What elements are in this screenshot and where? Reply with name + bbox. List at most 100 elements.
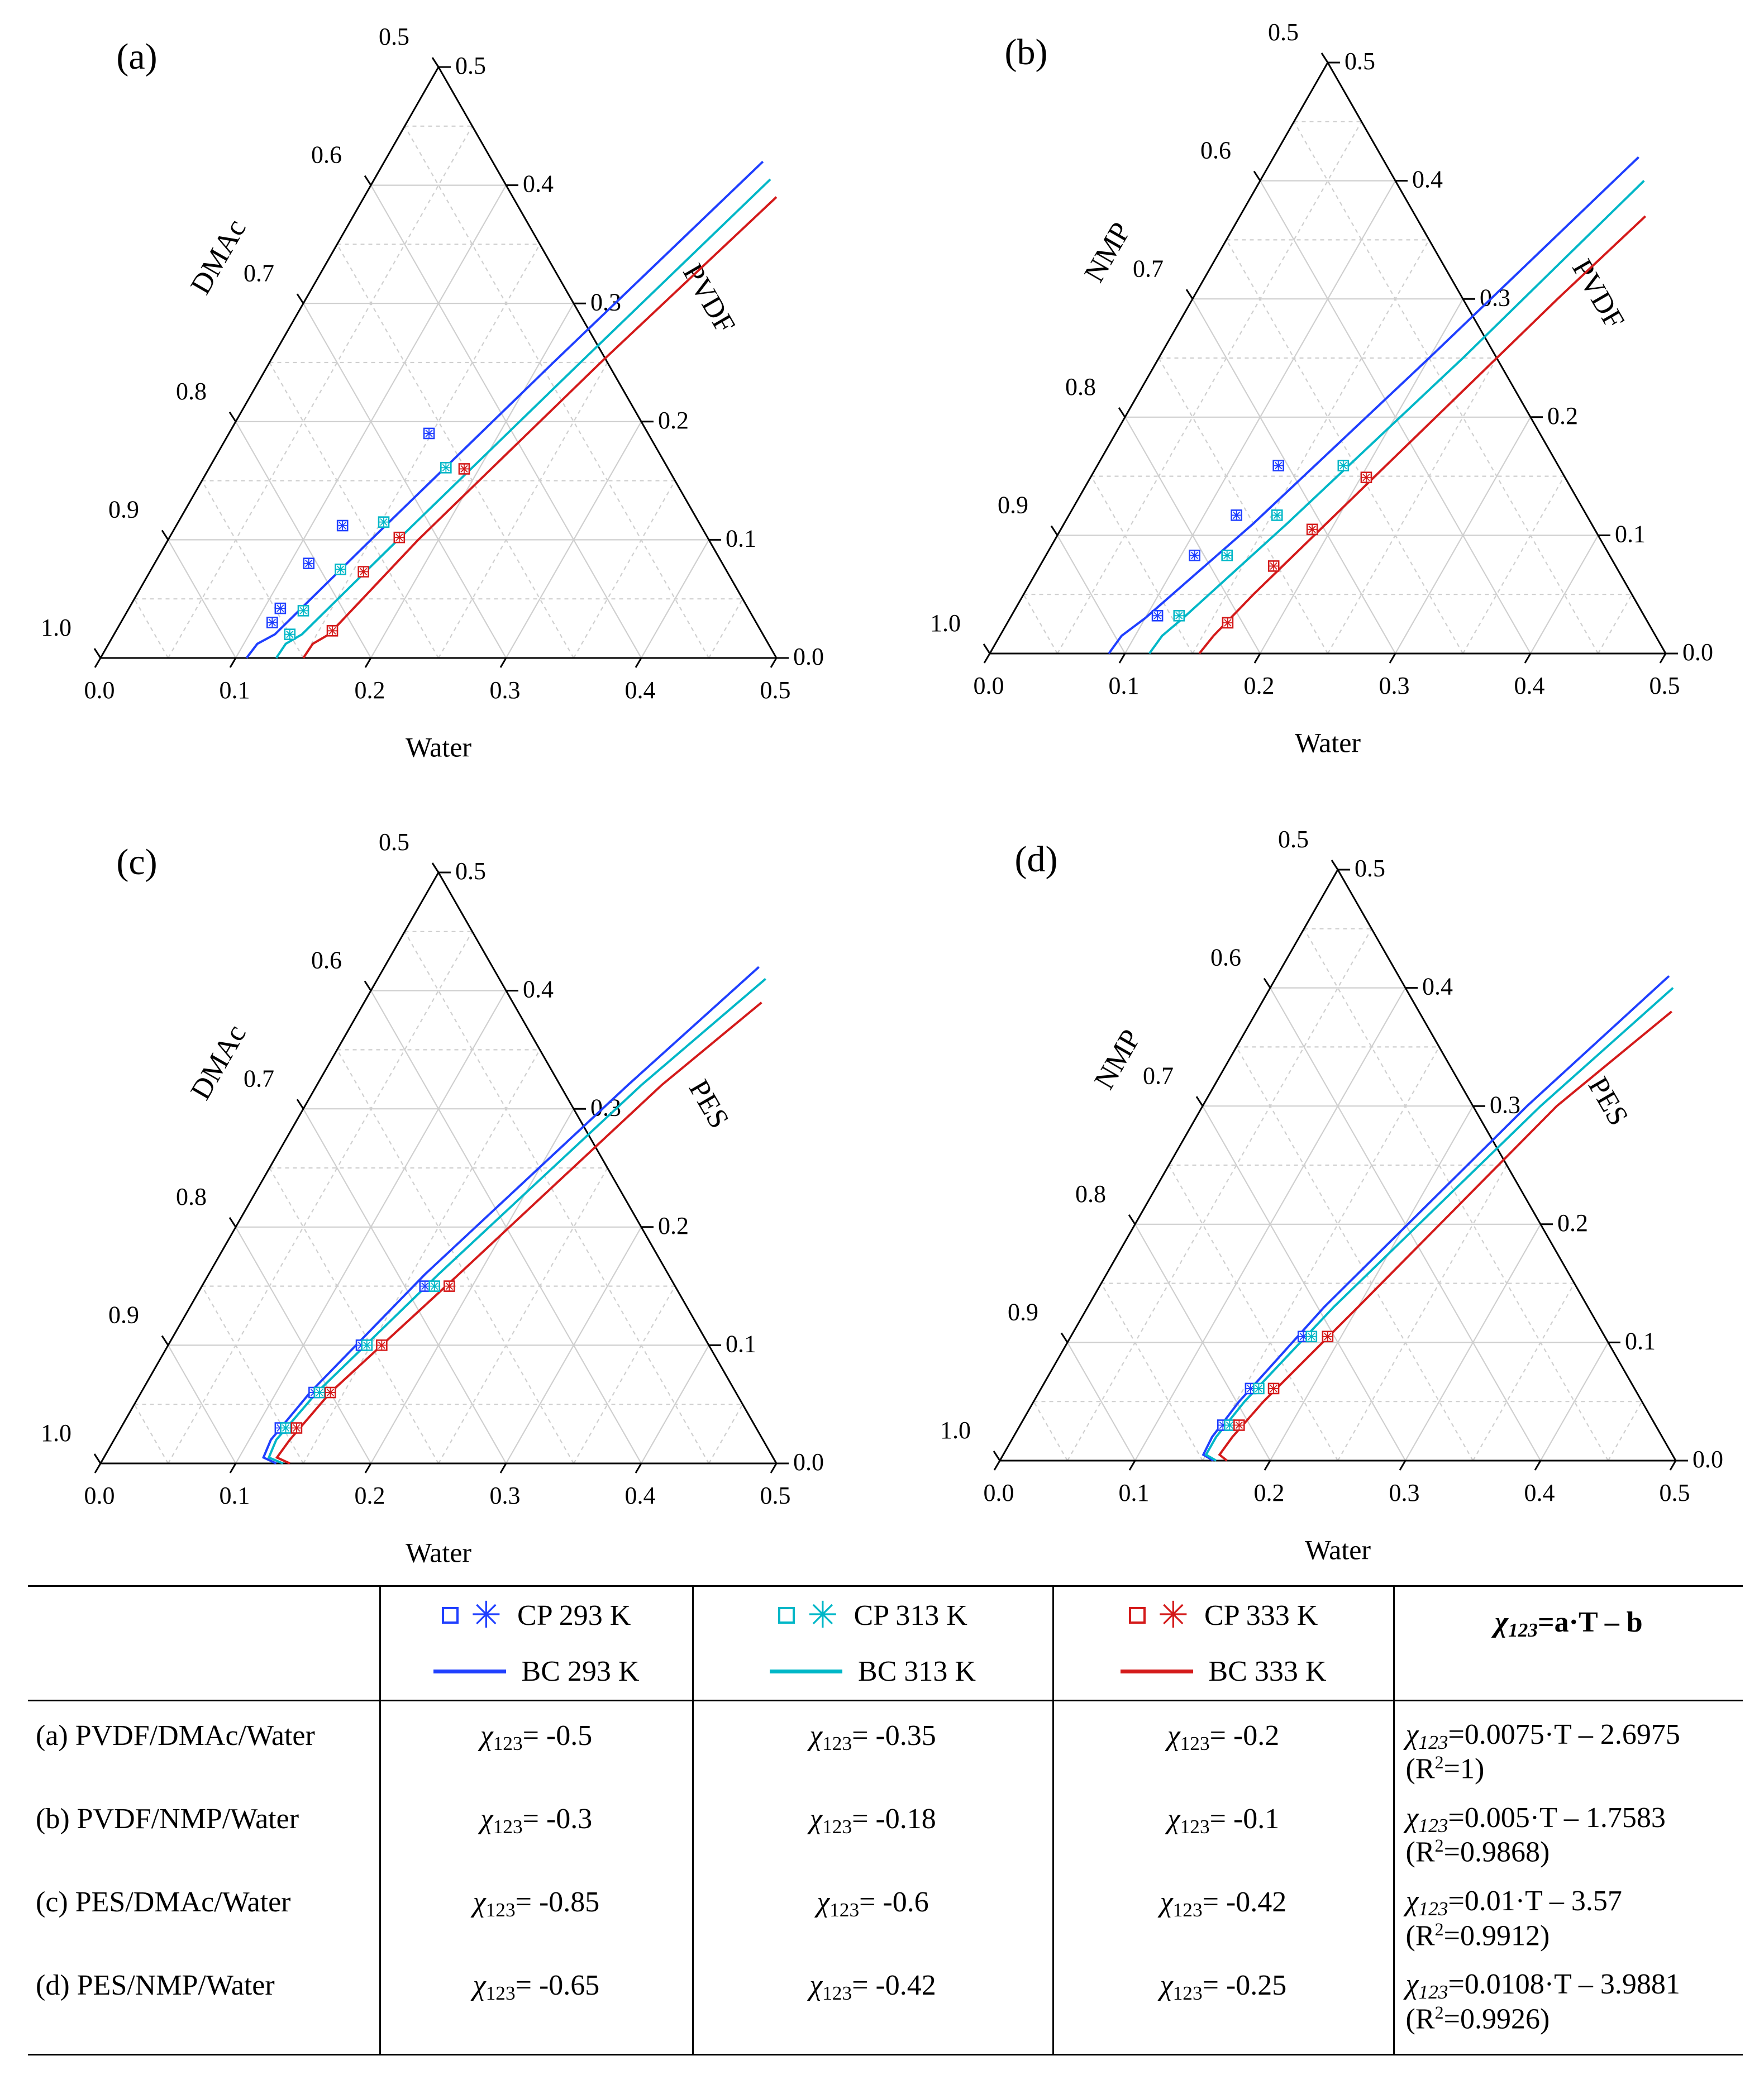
tick-label-polymer: 0.4 — [1412, 166, 1443, 193]
tick-label-solvent: 1.0 — [940, 1416, 971, 1444]
tick-mark — [364, 657, 372, 668]
table-row: (b) PVDF/NMP/Water χ123= -0.3 χ123= -0.1… — [28, 1785, 1743, 1868]
legend-label: CP 293 K — [517, 1599, 631, 1632]
tick-label-water: 0.3 — [490, 676, 521, 704]
gridline-solvent — [1023, 594, 1058, 654]
ternary-figure: 0.0 0.0 1.0 0.1 0.1 0.9 0.2 0.2 0.8 0.3 0.3 0.7 0.4 0… — [41, 18, 1723, 1568]
gridline-solvent — [269, 1167, 439, 1464]
chi-subscript: 123 — [1418, 1897, 1448, 1920]
tick-label-solvent: 0.6 — [311, 947, 342, 974]
tick-label-water: 0.5 — [1660, 1479, 1690, 1506]
cloud-point-asterisk — [285, 629, 294, 639]
tick-mark — [1331, 860, 1339, 870]
chi-symbol: χ — [1167, 1720, 1180, 1752]
system-name: (b) PVDF/NMP/Water — [36, 1803, 299, 1835]
chi-subscript: 123 — [1180, 1732, 1210, 1754]
legend-label: CP 333 K — [1204, 1599, 1318, 1632]
tick-label-polymer: 0.2 — [1557, 1209, 1588, 1237]
gridline-solvent — [1202, 1105, 1406, 1461]
axis-title-water: Water — [406, 1537, 471, 1568]
tick-mark — [1050, 525, 1059, 536]
r2-superscript: 2 — [1434, 2002, 1444, 2023]
gridline-water — [168, 931, 473, 1464]
gridline-solvent — [1293, 121, 1599, 654]
equation-text: =0.0075·T – 2.6975 — [1448, 1719, 1680, 1751]
chi-value-333: χ123= -0.2 — [1052, 1700, 1394, 1785]
gridline-solvent — [1168, 1165, 1338, 1461]
tick-mark — [1524, 653, 1532, 664]
cloud-point-asterisk — [1190, 551, 1199, 560]
r2-prefix: (R — [1405, 1753, 1435, 1786]
equation-form: =a·T – b — [1538, 1606, 1643, 1638]
tick-mark — [1264, 1460, 1271, 1471]
tick-label-solvent: 0.6 — [311, 141, 342, 169]
gridline-water — [573, 480, 676, 659]
tick-mark — [993, 1451, 1001, 1461]
chi-subscript: 123 — [822, 1732, 852, 1754]
gridline-water — [1608, 1401, 1643, 1461]
cloud-point-asterisk — [304, 559, 313, 568]
chi-symbol: χ — [473, 1969, 486, 2002]
tick-mark — [296, 1099, 304, 1110]
tick-mark — [770, 657, 778, 668]
cloud-point-asterisk — [1361, 473, 1371, 482]
triangle-frame — [99, 870, 778, 1465]
binodal-curve — [1198, 215, 1647, 655]
equation-text: =0.0108·T – 3.9881 — [1448, 1968, 1680, 2001]
gridline-solvent — [404, 126, 709, 659]
gridline-solvent — [168, 1344, 236, 1464]
chi-symbol: χ — [473, 1886, 486, 1919]
tick-mark — [983, 643, 991, 654]
gridline-water — [1472, 1283, 1575, 1461]
system-name: (c) PES/DMAc/Water — [36, 1886, 291, 1919]
cloud-point-asterisk — [1338, 461, 1348, 470]
cloud-point-asterisk — [268, 618, 277, 627]
binodal-curve — [302, 196, 778, 659]
tick-label-polymer: 0.5 — [455, 857, 486, 885]
gridline-solvent — [201, 480, 304, 659]
cloud-point-asterisk — [281, 1423, 290, 1433]
chi-subscript: 123 — [1418, 1814, 1448, 1837]
chi-subscript: 123 — [822, 1982, 852, 2005]
tick-label-water: 0.2 — [355, 1482, 385, 1509]
gridline-solvent — [370, 990, 642, 1464]
chi-value: = -0.85 — [515, 1886, 600, 1919]
r2-value: =0.9912) — [1443, 1920, 1550, 1952]
legend-label: BC 333 K — [1208, 1655, 1327, 1687]
tick-label-solvent: 0.5 — [379, 828, 409, 856]
line-swatch-icon — [1120, 1669, 1193, 1673]
tick-mark — [1253, 653, 1261, 664]
chi-subscript: 123 — [493, 1732, 523, 1754]
tick-mark — [1534, 1460, 1542, 1471]
tick-label-solvent: 0.8 — [1065, 373, 1096, 400]
chi-value: = -0.2 — [1209, 1720, 1280, 1752]
legend-cell-313: ✳ CP 313 K BC 313 K — [692, 1586, 1053, 1701]
chi-value: = -0.42 — [1202, 1886, 1287, 1919]
tick-label-water: 0.2 — [1244, 672, 1275, 699]
square-marker-icon — [441, 1607, 459, 1624]
gridline-water — [1462, 476, 1565, 654]
tick-mark — [1399, 1460, 1407, 1471]
tick-label-water: 0.4 — [625, 676, 656, 704]
cloud-point-asterisk — [1307, 1332, 1316, 1341]
gridline-water — [1540, 1342, 1609, 1461]
chi-subscript: 123 — [829, 1899, 860, 1921]
tick-label-polymer: 0.0 — [1693, 1446, 1723, 1473]
legend-equation-header: χ123=a·T – b — [1393, 1586, 1743, 1701]
gridline-water — [708, 1404, 743, 1464]
cloud-point-asterisk — [328, 626, 337, 636]
chi-subscript: 123 — [493, 1815, 523, 1838]
cloud-point-asterisk — [1222, 551, 1232, 560]
tick-label-solvent: 0.9 — [108, 495, 139, 523]
r2-value: =1) — [1443, 1753, 1485, 1786]
tick-mark — [770, 1463, 778, 1473]
gridlines — [134, 125, 743, 659]
tick-label-solvent: 0.6 — [1200, 137, 1231, 164]
tick-label-polymer: 0.1 — [726, 524, 756, 552]
ternary-panel-b: 0.0 0.0 1.0 0.1 0.1 0.9 0.2 0.2 0.8 0.3 0.3 0.7 0.4 0… — [930, 18, 1713, 758]
chi-subscript: 123 — [1418, 1981, 1448, 2004]
tick-label-solvent: 0.7 — [244, 1065, 274, 1092]
gridline-water — [303, 244, 541, 659]
cloud-point-asterisk — [1272, 511, 1282, 520]
tick-mark — [228, 411, 237, 422]
